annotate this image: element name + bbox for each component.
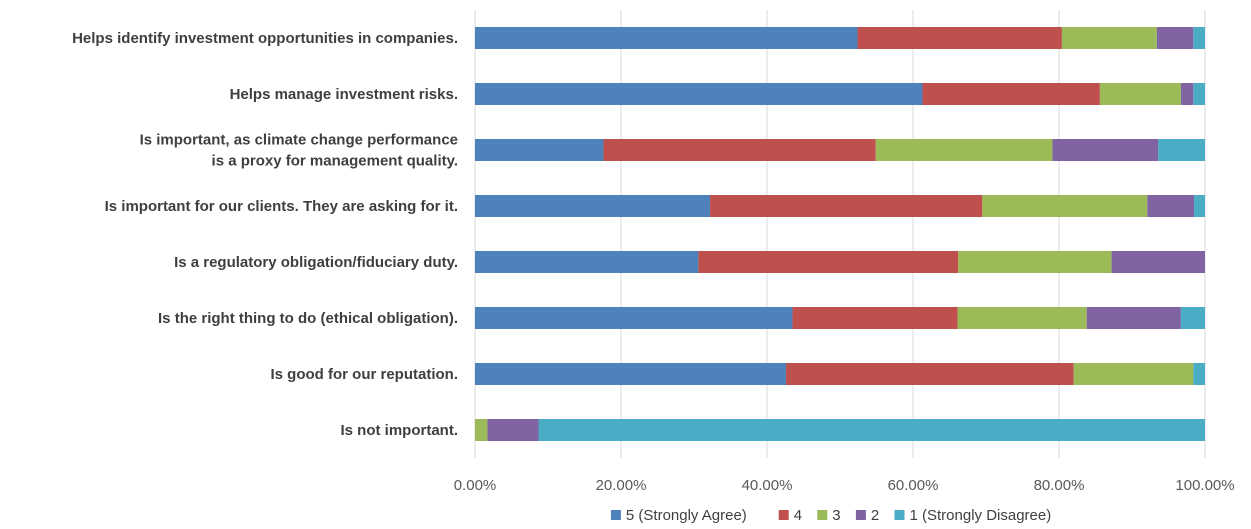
bar-5-strongly-agree-row-3 (475, 195, 711, 217)
x-tick-label-2: 40.00% (742, 477, 793, 494)
bar-1-strongly-disagree-row-2 (1158, 139, 1205, 161)
category-label-4: Is a regulatory obligation/fiduciary dut… (174, 254, 458, 271)
bar-2-row-7 (487, 419, 539, 441)
legend: 5 (Strongly Agree) 4 3 2 1 (Strongly Disagre… (610, 507, 1052, 524)
bar-3-row-4 (958, 251, 1112, 273)
bar-2-row-5 (1086, 307, 1181, 329)
category-label-5: Is the right thing to do (ethical obliga… (158, 310, 458, 327)
legend-label-2: 2 (871, 507, 879, 524)
legend-swatch-2 (855, 510, 866, 520)
x-tick-label-1: 20.00% (596, 477, 647, 494)
category-label-6: Is good for our reputation. (271, 366, 459, 383)
bar-4-row-3 (710, 195, 983, 217)
category-label-7: Is not important. (341, 422, 459, 439)
legend-label-1-strongly-disagree: 1 (Strongly Disagree) (910, 507, 1052, 524)
legend-swatch-5-strongly-agree (610, 510, 621, 520)
category-label-3: Is important for our clients. They are a… (105, 198, 458, 215)
legend-label-4: 4 (794, 507, 802, 524)
category-label-0: Helps identify investment opportunities … (72, 30, 458, 47)
bar-3-row-1 (1099, 83, 1181, 105)
x-tick-label-5: 100.00% (1175, 477, 1234, 494)
bar-5-strongly-agree-row-0 (475, 27, 858, 49)
bar-3-row-0 (1061, 27, 1157, 49)
bar-4-row-0 (857, 27, 1062, 49)
bar-4-row-4 (698, 251, 959, 273)
legend-swatch-3 (817, 510, 828, 520)
x-tick-label-3: 60.00% (888, 477, 939, 494)
category-label-2-line-1: is a proxy for management quality. (212, 153, 458, 170)
bar-4-row-2 (603, 139, 876, 161)
bar-3-row-7 (475, 419, 488, 441)
x-axis-tick-labels: 0.00% 20.00% 40.00% 60.00% 80.00% 100.00% (454, 477, 1235, 494)
bars (475, 27, 1205, 441)
x-tick-label-0: 0.00% (454, 477, 497, 494)
bar-1-strongly-disagree-row-6 (1193, 363, 1205, 385)
bar-3-row-5 (957, 307, 1087, 329)
bar-1-strongly-disagree-row-0 (1193, 27, 1205, 49)
bar-2-row-1 (1180, 83, 1194, 105)
bar-1-strongly-disagree-row-7 (538, 419, 1205, 441)
category-label-1: Helps manage investment risks. (230, 86, 458, 103)
legend-label-5-strongly-agree: 5 (Strongly Agree) (626, 507, 747, 524)
bar-3-row-2 (875, 139, 1053, 161)
bar-2-row-3 (1147, 195, 1195, 217)
bar-1-strongly-disagree-row-1 (1193, 83, 1205, 105)
bar-5-strongly-agree-row-5 (475, 307, 793, 329)
bar-5-strongly-agree-row-4 (475, 251, 699, 273)
bar-2-row-0 (1156, 27, 1194, 49)
bar-4-row-6 (785, 363, 1074, 385)
legend-label-3: 3 (832, 507, 840, 524)
bar-2-row-2 (1052, 139, 1159, 161)
category-labels: Helps identify investment opportunities … (72, 30, 458, 439)
bar-3-row-6 (1073, 363, 1194, 385)
category-label-2-line-0: Is important, as climate change performa… (140, 132, 458, 149)
bar-5-strongly-agree-row-1 (475, 83, 923, 105)
bar-2-row-4 (1111, 251, 1205, 273)
bar-5-strongly-agree-row-2 (475, 139, 604, 161)
bar-4-row-5 (792, 307, 958, 329)
bar-4-row-1 (922, 83, 1100, 105)
bar-3-row-3 (982, 195, 1148, 217)
x-tick-label-4: 80.00% (1034, 477, 1085, 494)
bar-1-strongly-disagree-row-3 (1194, 195, 1205, 217)
bar-5-strongly-agree-row-6 (475, 363, 786, 385)
legend-swatch-4 (778, 510, 789, 520)
gridlines (474, 10, 1206, 458)
bar-1-strongly-disagree-row-5 (1180, 307, 1205, 329)
legend-swatch-1-strongly-disagree (894, 510, 905, 520)
